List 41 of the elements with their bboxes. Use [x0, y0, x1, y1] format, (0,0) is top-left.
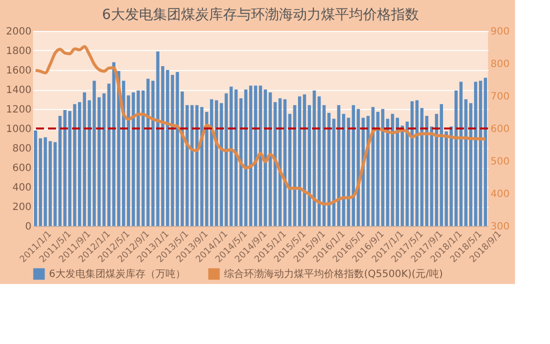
bar [327, 112, 331, 226]
y-tick-label: 800 [12, 144, 32, 154]
y-tick-label: 1000 [6, 124, 32, 135]
y2-tick-label: 400 [490, 189, 510, 200]
legend-label: 6大发电集团煤炭库存（万吨） [49, 268, 186, 280]
bar [302, 94, 306, 226]
y-tick-label: 1800 [6, 46, 32, 57]
y-tick-label: 0 [25, 222, 32, 232]
legend-label: 综合环渤海动力煤平均价格指数(Q5500K)(元/吨) [224, 268, 443, 280]
bar [82, 92, 86, 226]
bar [102, 93, 106, 226]
bar [38, 138, 42, 226]
bar [346, 118, 350, 226]
y2-tick-label: 800 [490, 59, 510, 70]
y2-tick-label: 300 [490, 222, 510, 232]
bar [146, 78, 150, 226]
line-series [34, 45, 487, 206]
y-tick-label: 1600 [6, 66, 32, 76]
bar [58, 116, 62, 226]
bar [126, 95, 130, 226]
y2-tick-label: 500 [490, 156, 510, 168]
y-tick-label: 2000 [6, 26, 32, 38]
chart-title: 6大发电集团煤炭库存与环渤海动力煤平均价格指数 [102, 7, 419, 23]
bar [415, 100, 419, 226]
bar [484, 78, 488, 226]
y-tick-label: 1200 [6, 104, 32, 116]
y2-tick-label: 600 [490, 124, 510, 135]
bar [390, 114, 394, 226]
y2-tick-label: 700 [490, 92, 510, 102]
bar [190, 105, 194, 226]
y-tick-label: 400 [12, 182, 32, 194]
y-tick-label: 600 [12, 163, 32, 174]
bar [258, 86, 262, 226]
y-tick-label: 1400 [6, 85, 32, 96]
bar [170, 74, 174, 226]
y-tick-label: 200 [12, 202, 32, 213]
bar [434, 114, 438, 226]
bar [459, 82, 463, 226]
bar [34, 130, 38, 226]
y2-tick-label: 900 [490, 26, 510, 38]
bar [478, 80, 482, 226]
